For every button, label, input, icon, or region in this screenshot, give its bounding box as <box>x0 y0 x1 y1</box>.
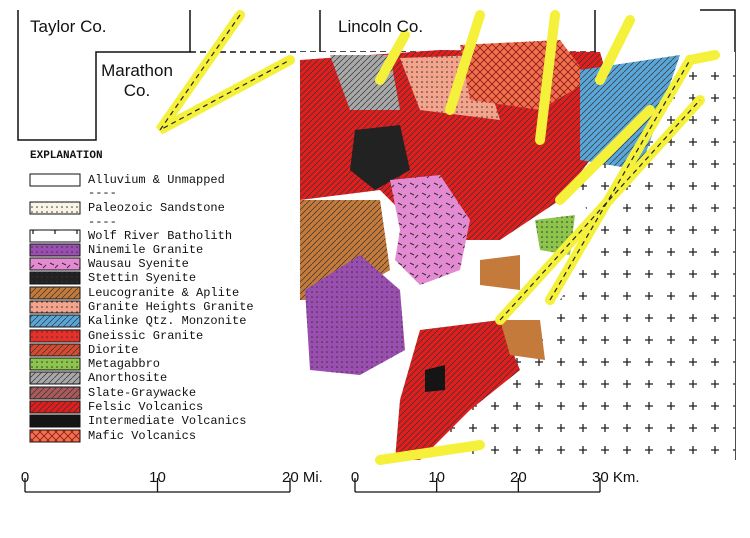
legend-swatch-pattern <box>30 401 80 413</box>
county-label: Lincoln Co. <box>338 17 423 36</box>
legend-separator: ---- <box>88 215 117 229</box>
legend-label: Slate-Graywacke <box>88 386 196 400</box>
legend-swatch-pattern <box>30 315 80 327</box>
legend-title: EXPLANATION <box>30 150 103 162</box>
legend-swatch-pattern <box>30 301 80 313</box>
legend-swatch-pattern <box>30 272 80 284</box>
scale-label: 0 <box>351 469 359 486</box>
county-label: Taylor Co. <box>30 17 107 36</box>
legend-swatch-pattern <box>30 244 80 256</box>
legend-swatch-pattern <box>30 430 80 442</box>
legend-swatch <box>29 173 81 187</box>
legend-label: Mafic Volcanics <box>88 429 196 443</box>
scale-label: 0 <box>21 469 29 486</box>
legend-label: Felsic Volcanics <box>88 400 203 414</box>
legend-label: Gneissic Granite <box>88 329 203 343</box>
legend-swatch-pattern <box>30 344 80 356</box>
legend-label: Stettin Syenite <box>88 271 196 285</box>
legend-label: Anorthosite <box>88 371 167 385</box>
county-label: Co. <box>124 81 150 100</box>
legend-label: Wolf River Batholith <box>88 229 232 243</box>
geology <box>155 10 735 465</box>
legend-swatch-pattern <box>30 387 80 399</box>
legend-swatch-pattern <box>30 202 80 214</box>
legend-label: Intermediate Volcanics <box>88 414 246 428</box>
legend-label: Diorite <box>88 343 138 357</box>
legend-swatch-pattern <box>30 230 80 242</box>
scale-label: 10 <box>149 469 166 486</box>
scale-label: 20 Mi. <box>282 469 323 486</box>
legend: EXPLANATION Alluvium & Unmapped----Paleo… <box>20 142 300 452</box>
scale-label: 20 <box>510 469 527 486</box>
legend-label: Kalinke Qtz. Monzonite <box>88 314 246 328</box>
legend-label: Alluvium & Unmapped <box>88 173 225 187</box>
legend-label: Leucogranite & Aplite <box>88 286 239 300</box>
legend-label: Granite Heights Granite <box>88 300 254 314</box>
legend-swatch-pattern <box>30 330 80 342</box>
legend-swatch-pattern <box>30 358 80 370</box>
legend-label: Paleozoic Sandstone <box>88 201 225 215</box>
legend-label: Metagabbro <box>88 357 160 371</box>
legend-separator: ---- <box>88 186 117 200</box>
county-label: Marathon <box>101 61 173 80</box>
legend-swatch-pattern <box>30 287 80 299</box>
scale-bars: 0 10 20 Mi. 0 10 20 30 Km. <box>21 469 640 493</box>
scale-label: 30 Km. <box>592 469 640 486</box>
legend-label: Ninemile Granite <box>88 243 203 257</box>
legend-label: Wausau Syenite <box>88 257 189 271</box>
legend-swatch-pattern <box>30 258 80 270</box>
legend-swatch <box>29 414 81 428</box>
scale-label: 10 <box>428 469 445 486</box>
legend-swatch-pattern <box>30 372 80 384</box>
